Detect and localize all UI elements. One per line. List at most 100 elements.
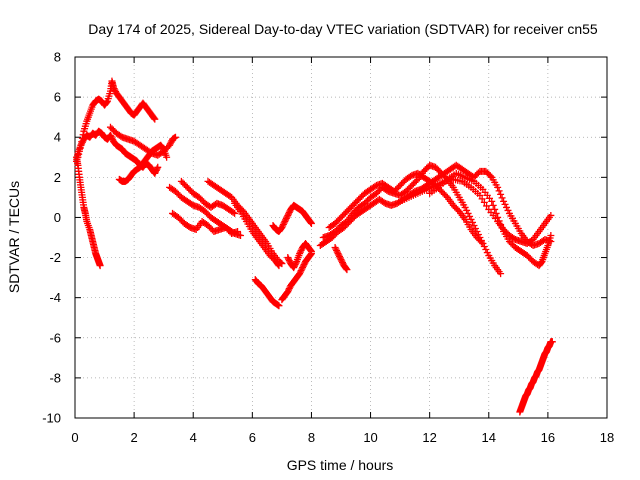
data-point (483, 202, 491, 210)
data-point (151, 169, 159, 177)
data-point (500, 197, 508, 205)
data-point (290, 264, 298, 272)
data-point (501, 200, 509, 208)
data-point (336, 254, 344, 262)
data-point (461, 203, 469, 211)
data-point (234, 227, 242, 235)
data-point (464, 209, 472, 217)
data-point (285, 208, 293, 216)
data-point (337, 256, 345, 264)
data-point (296, 268, 304, 276)
data-point (282, 214, 290, 222)
data-point (290, 262, 298, 270)
data-point (284, 254, 292, 262)
data-point (78, 138, 86, 146)
y-tick-label: -10 (42, 411, 61, 426)
grid-lines (75, 57, 607, 418)
y-axis-title: SDTVAR / TECUs (6, 181, 22, 293)
y-tick-label: 0 (54, 210, 61, 225)
data-point (454, 206, 462, 214)
data-point (480, 198, 488, 206)
y-tick-label: 4 (54, 130, 61, 145)
data-point (279, 222, 287, 230)
y-tick-label: 8 (54, 50, 61, 65)
data-point (497, 190, 505, 198)
x-tick-label: 6 (249, 430, 256, 445)
data-point (486, 172, 494, 180)
data-point (296, 270, 304, 278)
data-point (489, 201, 497, 209)
data-point (412, 177, 420, 185)
y-tick-label: -4 (49, 290, 61, 305)
data-point (275, 262, 283, 270)
series-sat-m (269, 201, 315, 235)
data-point (171, 133, 179, 141)
data-point (336, 253, 344, 261)
series-sat-l (278, 250, 315, 304)
data-point (299, 262, 307, 270)
y-tick-label: 6 (54, 90, 61, 105)
data-point (494, 183, 502, 191)
data-point (498, 224, 506, 232)
series-sat-e (106, 123, 179, 159)
x-tick-label: 16 (541, 430, 555, 445)
data-point (494, 213, 502, 221)
series-sat-o (319, 161, 505, 278)
data-point (497, 270, 505, 278)
data-point (307, 219, 315, 227)
data-points (72, 77, 556, 416)
series-sat-u (516, 338, 556, 416)
data-point (469, 218, 477, 226)
data-point (488, 197, 496, 205)
series-sat-t (426, 169, 555, 270)
data-point (296, 248, 304, 256)
data-point (231, 209, 239, 217)
data-point (492, 209, 500, 217)
data-point (307, 218, 315, 226)
data-point (480, 243, 488, 251)
data-point (280, 219, 288, 227)
x-tick-label: 4 (190, 430, 197, 445)
data-point (152, 168, 160, 176)
data-point (77, 141, 85, 149)
data-point (495, 187, 503, 195)
data-point (150, 114, 158, 122)
data-point (108, 134, 116, 142)
data-point (463, 206, 471, 214)
data-point (333, 248, 341, 256)
data-point (547, 211, 555, 219)
data-point (237, 231, 245, 239)
data-point (338, 257, 346, 265)
x-tick-label: 14 (482, 430, 496, 445)
data-point (307, 247, 315, 255)
data-point (478, 195, 486, 203)
data-point (74, 153, 82, 161)
data-point (482, 246, 490, 254)
data-point (498, 194, 506, 202)
y-tick-label: -2 (49, 250, 61, 265)
data-point (167, 138, 175, 146)
data-point (163, 153, 171, 161)
data-point (331, 244, 339, 252)
data-point (466, 212, 474, 220)
data-point (154, 163, 162, 171)
data-point (110, 85, 118, 93)
y-tick-label: -8 (49, 370, 61, 385)
data-point (298, 265, 306, 273)
data-point (76, 144, 84, 152)
data-point (335, 251, 343, 259)
data-point (477, 238, 485, 246)
data-point (334, 250, 342, 258)
data-point (96, 262, 104, 270)
data-point (491, 205, 499, 213)
data-point (107, 133, 115, 141)
data-point (152, 166, 160, 174)
series-sat-n (284, 240, 315, 272)
data-point (282, 216, 290, 224)
data-point (342, 265, 350, 273)
data-point (153, 165, 161, 173)
data-point (504, 206, 512, 214)
data-point (278, 223, 286, 231)
x-axis-title: GPS time / hours (287, 457, 394, 473)
x-tick-label: 8 (308, 430, 315, 445)
